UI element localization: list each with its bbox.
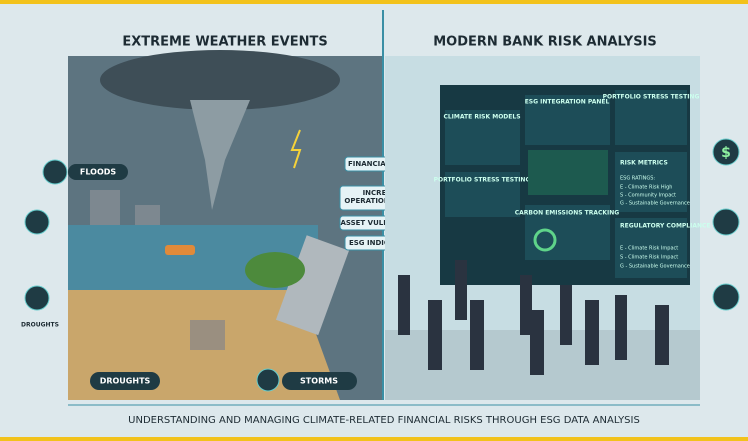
bottom-border [0, 437, 748, 441]
right-title: MODERN BANK RISK ANALYSIS [433, 35, 657, 50]
panel-line: G - Sustainable Governance [620, 264, 690, 270]
person [470, 300, 484, 370]
person [655, 305, 669, 365]
droughts-badge-label: DROUGHTS [100, 377, 151, 386]
panel-title: REGULATORY COMPLIANCE [620, 223, 711, 230]
panel-line: E - Climate Risk High [620, 185, 672, 191]
floods-label: FLOODS [80, 168, 117, 177]
droughts-icon-label: DROUGHTS [21, 322, 59, 329]
panel-title: PORTFOLIO STRESS TESTING [434, 177, 531, 184]
left-title: EXTREME WEATHER EVENTS [122, 35, 327, 50]
tree [245, 252, 305, 288]
well [190, 320, 225, 350]
person [615, 295, 627, 360]
plant-icon [25, 210, 49, 234]
car [165, 245, 195, 255]
panel-line: E - Climate Risk Impact [620, 246, 678, 252]
panel-line: G - Sustainable Governance [620, 201, 690, 207]
panel-line: S - Climate Risk Impact [620, 255, 678, 261]
panel-line: S - Community Impact [620, 193, 676, 199]
panel-subtitle: ESG RATINGS: [620, 176, 655, 182]
panel-title: CLIMATE RISK MODELS [443, 114, 520, 121]
storms-badge-label: STORMS [300, 377, 338, 386]
droughts-icon [25, 286, 49, 310]
footer-text: UNDERSTANDING AND MANAGING CLIMATE-RELAT… [128, 415, 640, 426]
person [530, 310, 544, 375]
person [560, 285, 572, 345]
panel-title: RISK METRICS [620, 160, 668, 167]
panel-title: CARBON EMISSIONS TRACKING [515, 210, 620, 217]
person [428, 300, 442, 370]
world-map [528, 150, 608, 195]
infographic: EXTREME WEATHER EVENTS MODERN BANK RISK … [0, 0, 748, 441]
person [585, 300, 599, 365]
dollar-sign: $ [721, 145, 731, 161]
gear-icon [713, 209, 739, 235]
network-icon [713, 284, 739, 310]
person [398, 275, 410, 335]
floods-icon [43, 160, 67, 184]
storms-icon [257, 369, 279, 391]
top-border [0, 0, 748, 4]
person [455, 260, 467, 320]
panel-title: ESG INTEGRATION PANEL [525, 99, 610, 106]
panel-title: PORTFOLIO STRESS TESTING [603, 94, 700, 101]
